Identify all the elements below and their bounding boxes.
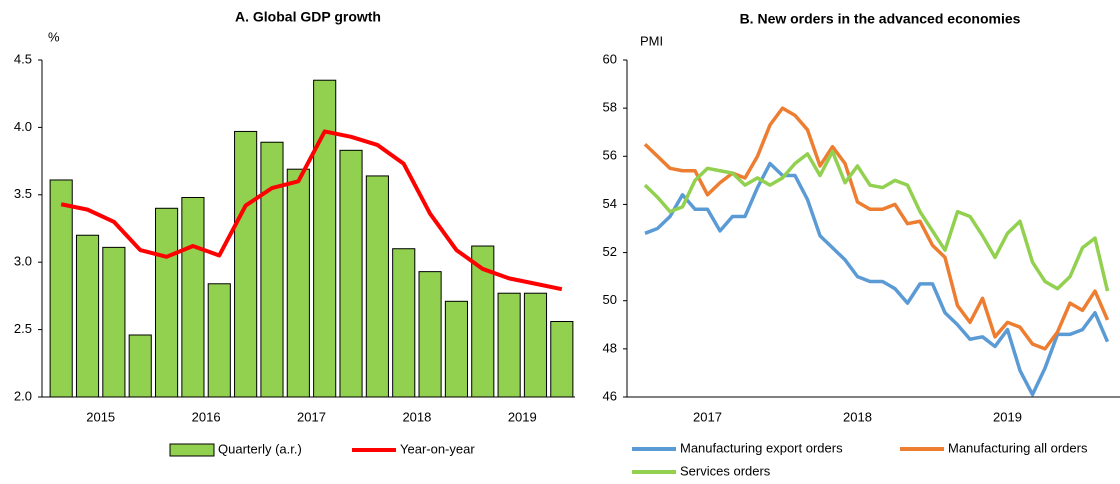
bar [128, 334, 152, 398]
line [60, 129, 563, 292]
bar [365, 175, 389, 398]
bar [260, 141, 284, 398]
y-tick-label: 3.5 [14, 186, 32, 201]
x-tick-label: 2018 [843, 409, 872, 424]
y-tick-label: 2.0 [14, 388, 32, 403]
x-tick-label: 2019 [508, 409, 537, 424]
bar [181, 196, 205, 398]
y-tick-label: 52 [603, 244, 617, 259]
legend-label: Year-on-year [400, 441, 475, 456]
x-tick-label: 2019 [993, 409, 1022, 424]
x-tick-label: 2017 [693, 409, 722, 424]
y-unit: % [48, 29, 60, 44]
x-tick-label: 2017 [297, 409, 326, 424]
bar [471, 245, 495, 398]
bar [418, 271, 442, 398]
y-tick-label: 46 [603, 388, 617, 403]
chart-title: A. Global GDP growth [235, 9, 381, 25]
x-tick-label: 2016 [192, 409, 221, 424]
y-tick-label: 2.5 [14, 321, 32, 336]
x-tick-label: 2015 [86, 409, 115, 424]
chart-title: B. New orders in the advanced economies [740, 11, 1021, 27]
legend-swatch [169, 443, 215, 457]
y-tick-label: 54 [603, 196, 617, 211]
line [643, 149, 1110, 292]
bar [234, 130, 258, 398]
y-tick-label: 50 [603, 292, 617, 307]
bar [207, 283, 231, 398]
y-tick-label: 4.0 [14, 119, 32, 134]
bar [102, 246, 126, 398]
y-tick-label: 58 [603, 100, 617, 115]
y-tick-label: 60 [603, 51, 617, 66]
y-tick-label: 48 [603, 340, 617, 355]
bar [49, 179, 73, 398]
bar [444, 300, 468, 398]
x-tick-label: 2018 [402, 409, 431, 424]
bar [523, 292, 548, 398]
legend-label: Services orders [680, 463, 771, 478]
y-tick-label: 3.0 [14, 254, 32, 269]
bar [550, 321, 574, 398]
legend-label: Manufacturing all orders [948, 440, 1088, 455]
bar [286, 168, 310, 398]
bar [392, 248, 416, 398]
bar [313, 79, 337, 398]
y-unit: PMI [640, 33, 663, 48]
legend-label: Manufacturing export orders [680, 440, 843, 455]
bar [497, 292, 521, 398]
bar [339, 149, 363, 398]
y-tick-label: 56 [603, 148, 617, 163]
line [644, 161, 1110, 397]
bar [75, 234, 100, 398]
legend-label: Quarterly (a.r.) [218, 441, 302, 456]
line [643, 106, 1110, 351]
y-tick-label: 4.5 [14, 51, 32, 66]
bar [155, 207, 179, 398]
